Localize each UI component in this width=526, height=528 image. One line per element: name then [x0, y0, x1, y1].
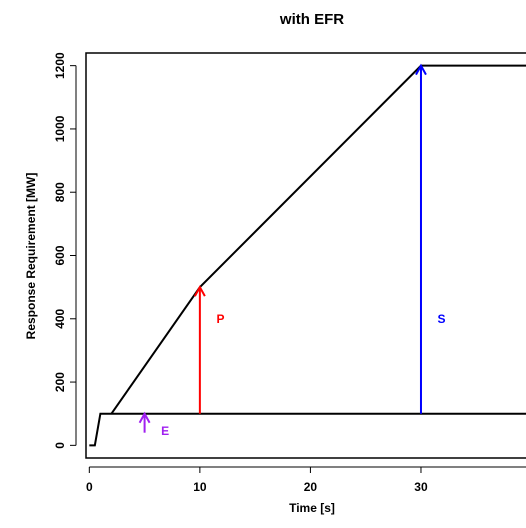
y-axis-label: Response Requirement [MW]	[24, 173, 38, 340]
x-tick-label: 10	[193, 480, 207, 494]
arrow-e-head	[138, 411, 151, 424]
x-tick-label: 30	[414, 480, 428, 494]
chart-title: with EFR	[279, 11, 344, 28]
arrow-s-label: S	[438, 312, 446, 326]
series-line	[110, 64, 526, 415]
y-tick-label: 1200	[53, 52, 67, 79]
y-tick-label: 400	[53, 308, 67, 328]
arrow-e-label: E	[161, 424, 169, 438]
y-tick-label: 0	[53, 442, 67, 449]
plot-frame	[85, 52, 526, 459]
y-tick-label: 600	[53, 245, 67, 265]
series-line	[89, 412, 526, 447]
x-tick-label: 20	[304, 480, 318, 494]
y-tick-label: 800	[53, 182, 67, 202]
arrow-p-head	[193, 285, 206, 297]
y-tick-label: 1000	[53, 115, 67, 142]
plot-area: 01020304020040060080010001200EPS	[53, 52, 526, 494]
y-tick-label: 200	[53, 372, 67, 392]
arrow-s-head	[415, 63, 427, 76]
x-tick-label: 0	[86, 480, 93, 494]
x-axis-label: Time [s]	[289, 501, 335, 515]
arrow-p-label: P	[216, 312, 224, 326]
